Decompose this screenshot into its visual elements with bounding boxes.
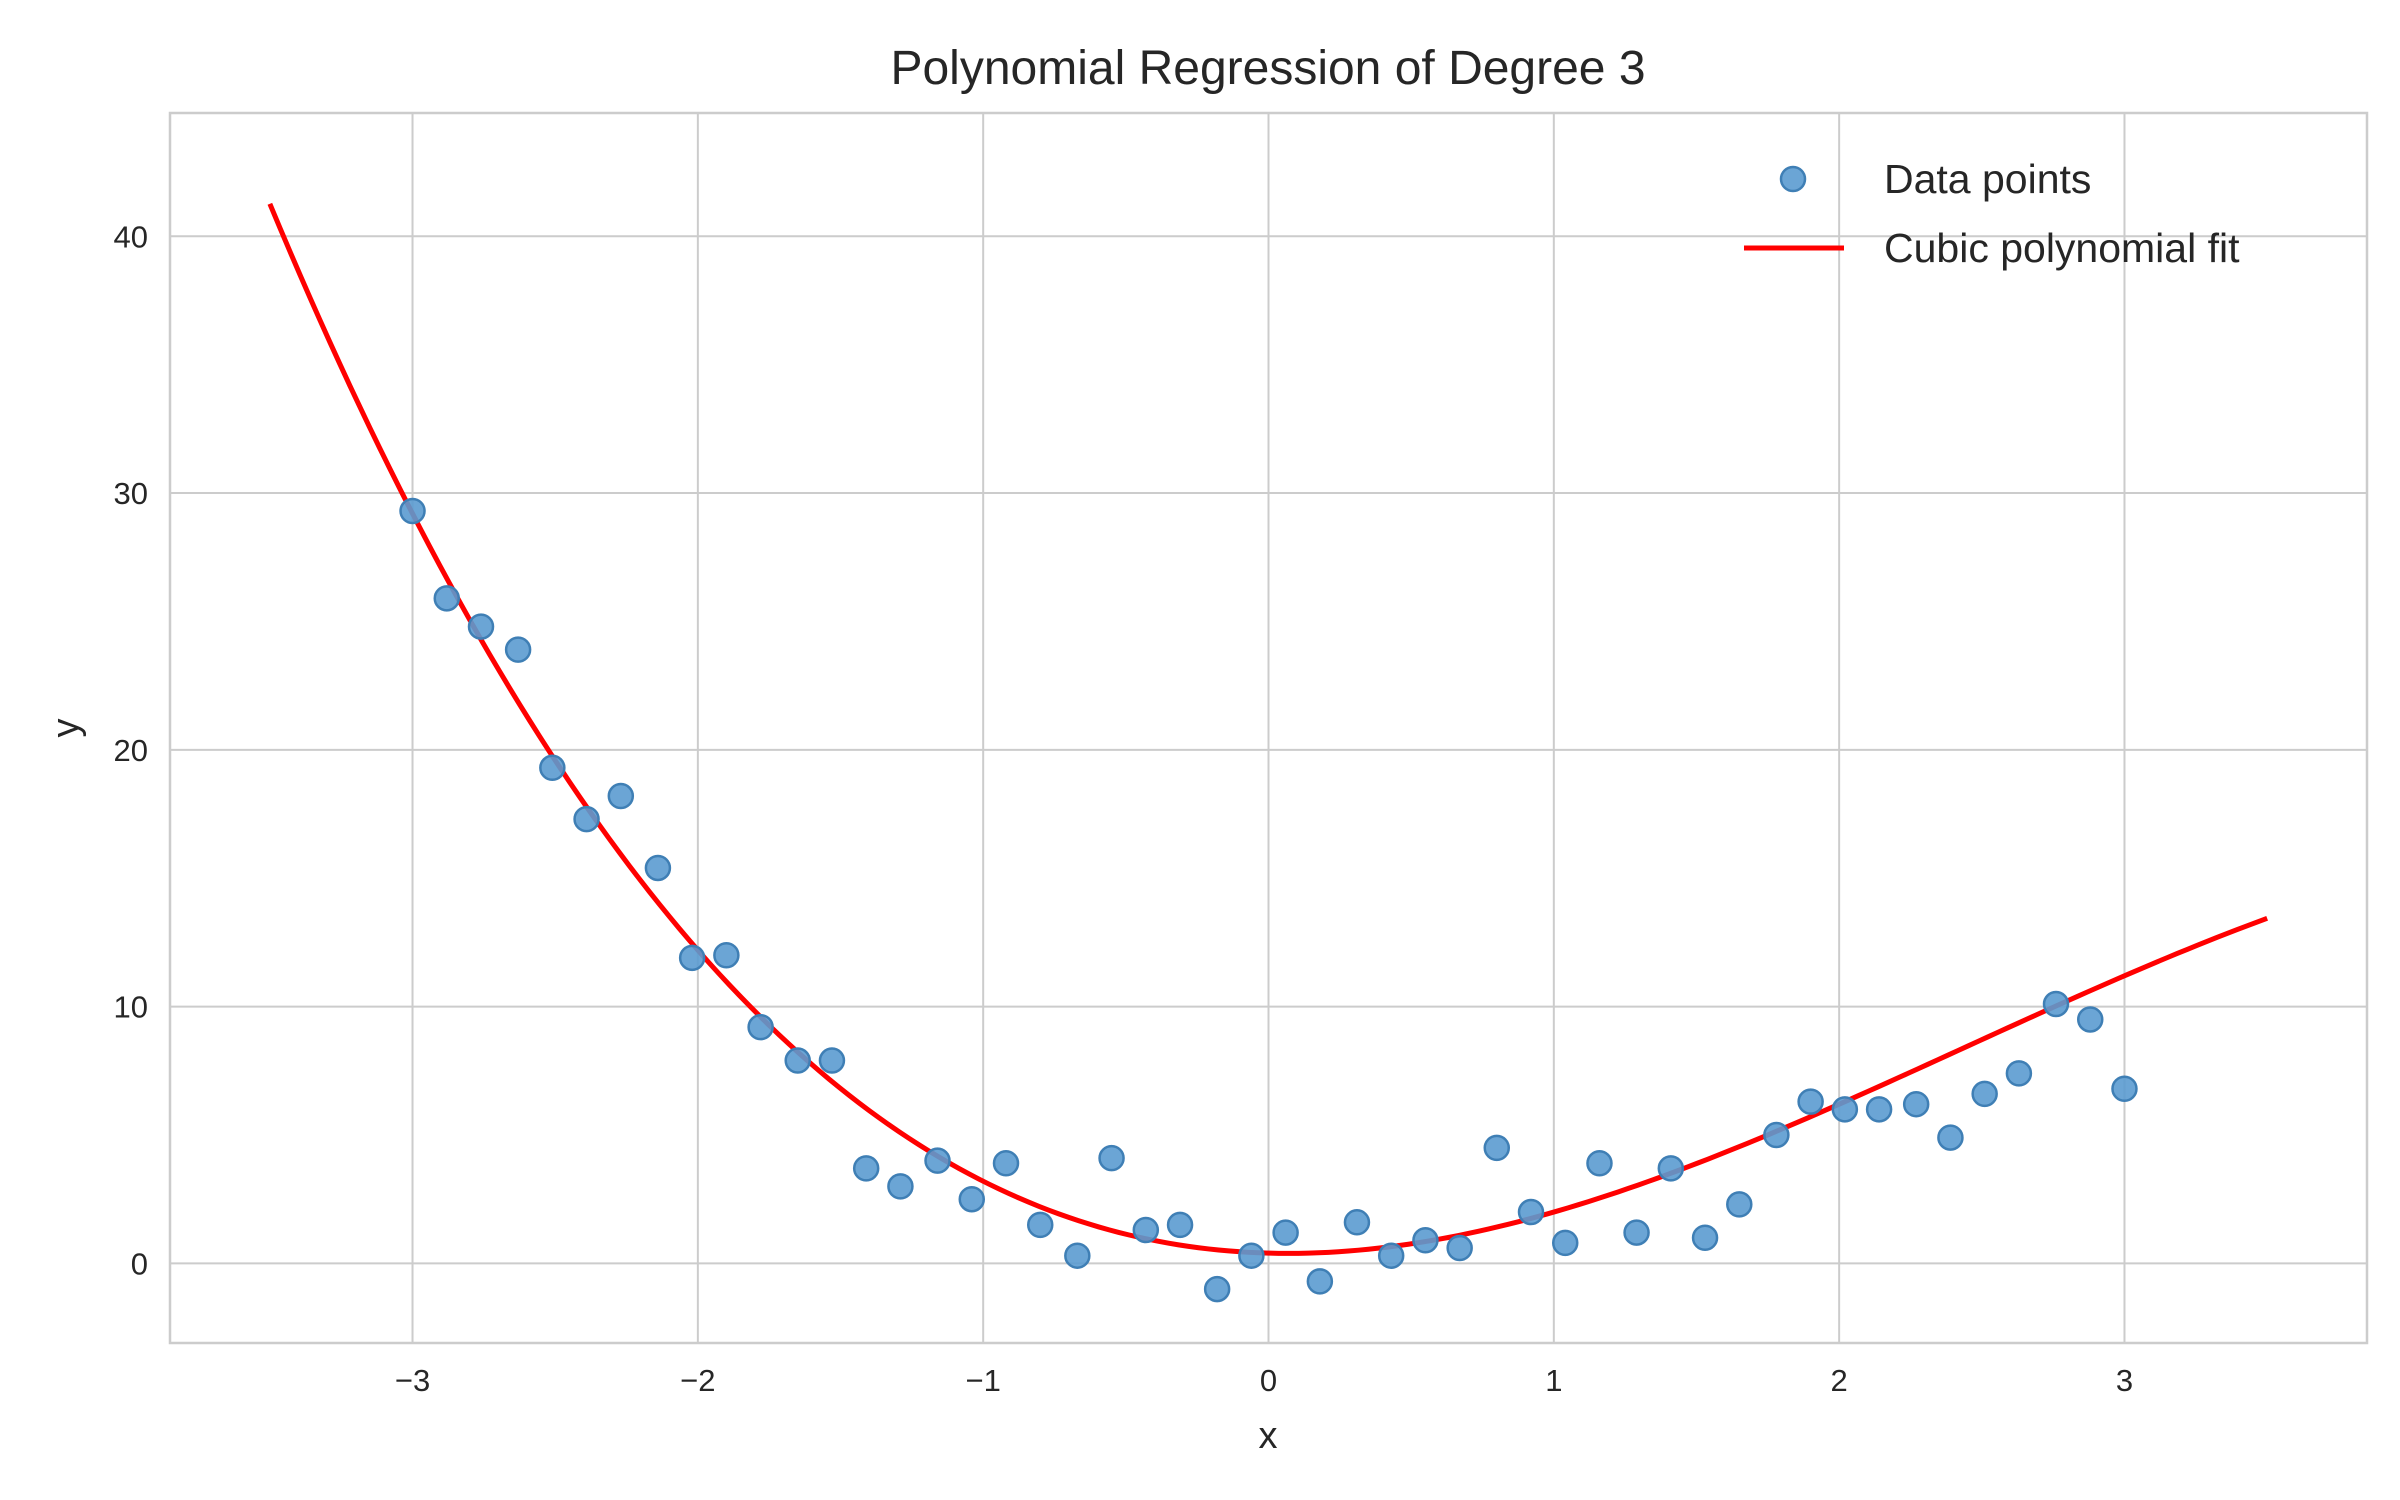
legend-marker-data-points: [1779, 165, 1807, 193]
data-point: [1343, 1209, 1371, 1236]
data-point: [1203, 1275, 1231, 1303]
x-axis-label: x: [1259, 1415, 1278, 1457]
data-point: [399, 497, 426, 525]
data-point: [1623, 1219, 1650, 1246]
data-point: [644, 854, 672, 882]
data-point: [1586, 1150, 1613, 1177]
x-tick-label: 0: [1260, 1363, 1277, 1398]
data-point: [713, 942, 740, 969]
fit-layer: [267, 202, 2269, 1256]
data-point: [1412, 1227, 1439, 1254]
data-point: [1026, 1211, 1054, 1239]
data-point: [2076, 1006, 2104, 1033]
data-point: [1238, 1242, 1265, 1269]
x-tick-label: 3: [2116, 1363, 2133, 1398]
data-point: [1691, 1224, 1719, 1251]
data-point: [504, 636, 532, 663]
x-tick-label: −2: [680, 1363, 715, 1398]
y-axis-label: y: [45, 719, 87, 738]
data-point: [747, 1013, 774, 1041]
plot-frame: [168, 111, 2369, 1345]
grid: [170, 113, 2367, 1343]
x-tick-label: −1: [965, 1363, 1000, 1398]
data-point: [1132, 1216, 1160, 1244]
y-tick-label: 40: [114, 219, 148, 254]
y-tick-label: 30: [114, 476, 148, 511]
data-point: [1272, 1219, 1299, 1246]
data-point: [992, 1150, 1020, 1177]
y-tick-label: 0: [131, 1246, 148, 1281]
data-point: [2005, 1060, 2033, 1087]
data-point: [1797, 1088, 1824, 1115]
data-point: [1763, 1121, 1790, 1149]
data-point: [678, 944, 706, 972]
data-point: [2042, 990, 2070, 1018]
data-point: [1446, 1234, 1473, 1262]
data-point: [1726, 1191, 1753, 1218]
fit-line: [267, 202, 2269, 1256]
data-point: [1551, 1229, 1579, 1257]
data-point: [1064, 1242, 1091, 1269]
data-point: [1657, 1155, 1685, 1182]
data-point: [573, 805, 600, 833]
data-point: [1098, 1144, 1125, 1172]
data-point: [1166, 1211, 1194, 1239]
legend: Data points Cubic polynomial fit: [1744, 156, 2240, 271]
data-point: [467, 613, 495, 640]
data-point: [784, 1047, 811, 1074]
data-point: [818, 1047, 846, 1074]
x-tick-label: −3: [395, 1363, 430, 1398]
y-tick-label: 10: [114, 990, 148, 1025]
legend-label-fit: Cubic polynomial fit: [1884, 225, 2240, 271]
data-point: [433, 585, 461, 612]
data-point: [1517, 1198, 1545, 1226]
data-point: [924, 1147, 951, 1174]
data-point: [1902, 1090, 1930, 1118]
x-tick-label: 1: [1545, 1363, 1562, 1398]
data-point: [1831, 1096, 1859, 1123]
legend-label-data-points: Data points: [1884, 156, 2091, 202]
y-tick-label: 20: [114, 733, 148, 768]
data-point: [887, 1173, 914, 1200]
data-point: [1306, 1268, 1334, 1295]
data-point: [852, 1155, 880, 1182]
data-point: [607, 782, 635, 810]
x-tick-label: 2: [1831, 1363, 1848, 1398]
data-point: [1937, 1124, 1964, 1151]
points-layer: [399, 497, 2138, 1303]
data-point: [1483, 1134, 1511, 1162]
data-point: [1865, 1096, 1893, 1123]
data-point: [539, 754, 566, 782]
data-point: [1971, 1080, 1998, 1108]
data-point: [958, 1185, 986, 1213]
chart-title: Polynomial Regression of Degree 3: [890, 42, 1645, 95]
data-point: [2111, 1075, 2138, 1103]
data-point: [1377, 1242, 1405, 1269]
